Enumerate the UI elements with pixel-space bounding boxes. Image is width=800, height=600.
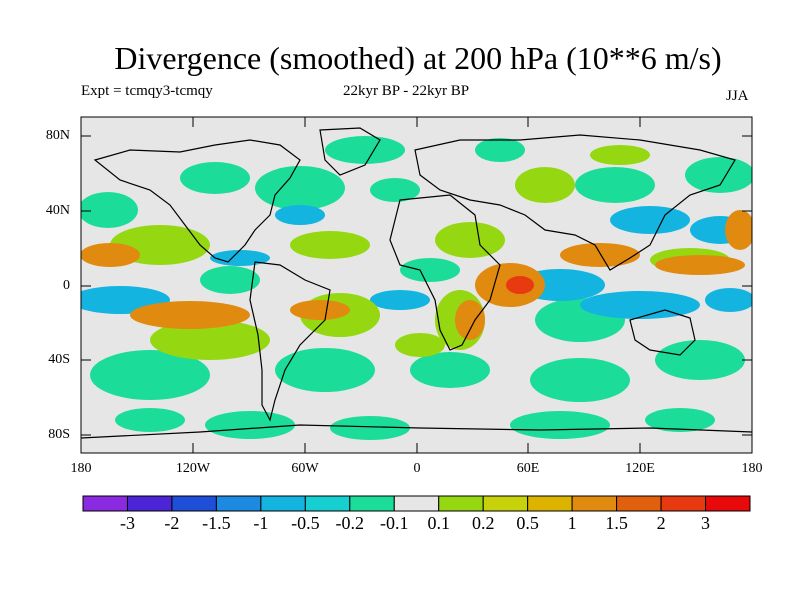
colorbar-label: 2	[656, 513, 666, 533]
colorbar-label: -0.5	[291, 513, 320, 533]
lon-label-0: 0	[413, 461, 421, 476]
max-positive-patches	[506, 276, 534, 294]
colorbar-label: 1	[567, 513, 577, 533]
colorbar-swatch	[82, 495, 128, 512]
x-axis-ticks	[192, 117, 641, 453]
colorbar-swatch	[616, 495, 662, 512]
colorbar-label: -1	[253, 513, 269, 533]
negative-divergence-patches	[81, 136, 752, 440]
colorbar-swatch	[438, 495, 484, 512]
lat-label-80s: 80S	[48, 427, 70, 442]
colorbar-swatch	[660, 495, 707, 512]
colorbar-swatch	[482, 495, 529, 512]
colorbar-label: -3	[119, 513, 135, 533]
colorbar-label: 0.2	[471, 513, 495, 533]
lat-label-40s: 40S	[48, 352, 70, 367]
colorbar-swatch	[260, 495, 306, 512]
lon-label-60e: 60E	[516, 461, 540, 476]
colorbar-swatch	[304, 495, 351, 512]
lon-label-120w: 120W	[175, 461, 211, 476]
colorbar	[82, 495, 751, 512]
colorbar-label: 3	[701, 513, 711, 533]
colorbar-swatch	[349, 495, 395, 512]
lon-label-180e: 180	[741, 461, 763, 476]
coastlines	[81, 127, 752, 439]
colorbar-swatch	[705, 495, 751, 512]
lon-label-60w: 60W	[291, 461, 319, 476]
colorbar-swatch	[571, 495, 618, 512]
colorbar-swatch	[171, 495, 217, 512]
colorbar-swatch	[126, 495, 173, 512]
lon-label-120e: 120E	[625, 461, 655, 476]
period-label: 22kyr BP - 22kyr BP	[343, 83, 470, 99]
colorbar-label: -0.2	[335, 513, 365, 533]
season-label: JJA	[726, 88, 749, 104]
colorbar-swatch	[215, 495, 262, 512]
lon-label-180w: 180	[70, 461, 92, 476]
colorbar-label: 0.5	[516, 513, 539, 533]
lat-label-80n: 80N	[45, 128, 70, 143]
colorbar-label: 0.1	[427, 513, 450, 533]
map-title: Divergence (smoothed) at 200 hPa (10**6 …	[114, 40, 722, 76]
lat-label-0: 0	[63, 278, 70, 293]
colorbar-swatch	[393, 495, 440, 512]
colorbar-label: -2	[164, 513, 180, 533]
colorbar-swatch	[527, 495, 573, 512]
colorbar-label: -0.1	[380, 513, 409, 533]
divergence-field	[81, 127, 752, 440]
lat-label-40n: 40N	[45, 203, 70, 218]
colorbar-label: -1.5	[202, 513, 231, 533]
colorbar-label: 1.5	[605, 513, 628, 533]
y-axis-ticks	[81, 135, 752, 436]
experiment-label: Expt = tcmqy3-tcmqy	[81, 83, 213, 99]
map-background	[81, 117, 752, 453]
